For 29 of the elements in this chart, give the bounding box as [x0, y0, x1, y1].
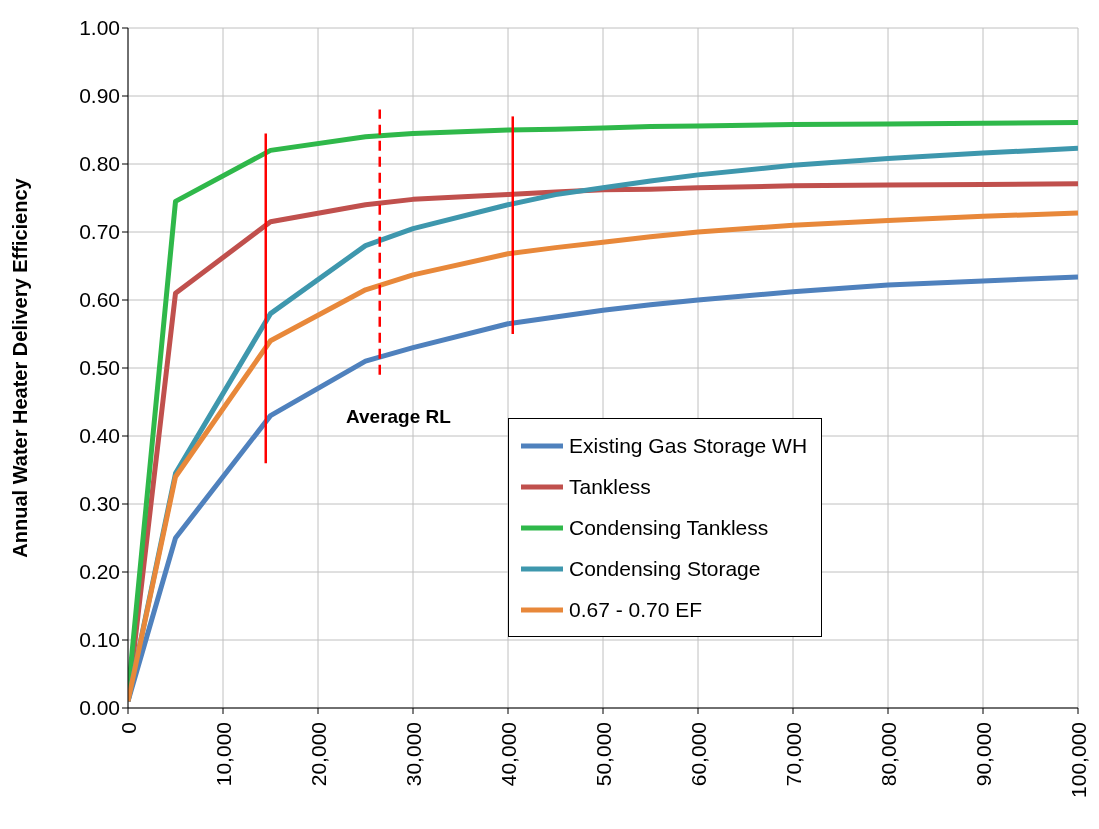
y-tick-label: 0.60	[79, 288, 120, 312]
x-tick-label: 0	[116, 722, 140, 734]
y-tick-label: 0.70	[79, 220, 120, 244]
x-tick-label: 10,000	[211, 722, 235, 787]
x-tick-label: 100,000	[1066, 722, 1090, 798]
legend-label: Condensing Tankless	[569, 515, 769, 540]
y-tick-label: 0.00	[79, 696, 120, 720]
legend-label: Existing Gas Storage WH	[569, 433, 808, 458]
x-tick-label: 80,000	[876, 722, 900, 787]
y-axis-title: Annual Water Heater Delivery Efficiency	[9, 177, 32, 558]
y-tick-label: 0.20	[79, 560, 120, 584]
annotation: Average RL	[346, 406, 451, 428]
legend-label: Condensing Storage	[569, 556, 761, 581]
y-tick-label: 1.00	[79, 16, 120, 40]
y-tick-label: 0.30	[79, 492, 120, 516]
legend-label: 0.67 - 0.70 EF	[569, 597, 703, 622]
x-tick-label: 40,000	[496, 722, 520, 787]
y-tick-label: 0.50	[79, 356, 120, 380]
legend-label: Tankless	[569, 474, 651, 499]
y-tick-label: 0.10	[79, 628, 120, 652]
x-tick-label: 70,000	[781, 722, 805, 787]
x-tick-label: 60,000	[686, 722, 710, 787]
y-tick-label: 0.40	[79, 424, 120, 448]
x-tick-label: 50,000	[591, 722, 615, 787]
x-tick-label: 20,000	[306, 722, 330, 787]
x-tick-label: 30,000	[401, 722, 425, 787]
y-tick-label: 0.90	[79, 84, 120, 108]
x-tick-label: 90,000	[971, 722, 995, 787]
y-tick-label: 0.80	[79, 152, 120, 176]
